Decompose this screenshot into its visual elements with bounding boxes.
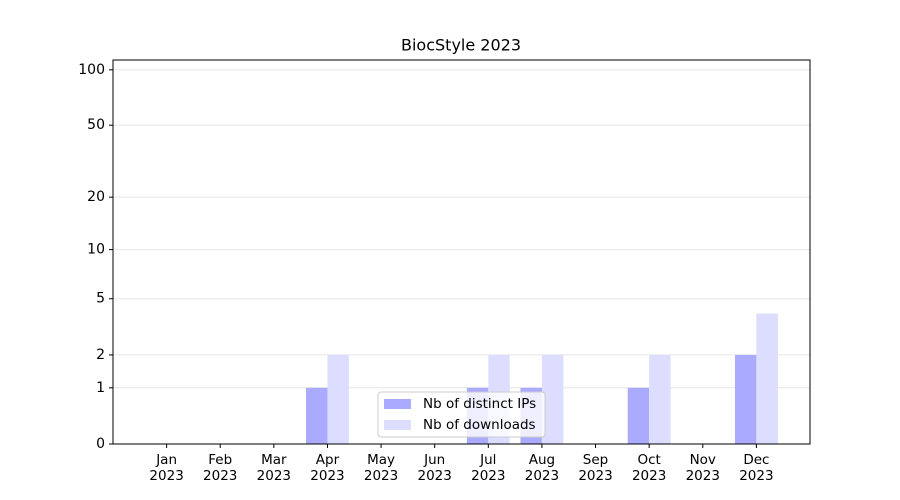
y-tick-label: 50 [87,117,105,133]
y-tick-label: 1 [96,380,105,396]
x-tick-label: Dec 2023 [739,452,774,484]
y-tick-label: 2 [96,347,105,363]
chart-title: BiocStyle 2023 [401,36,521,55]
legend-label: Nb of downloads [423,417,536,433]
legend-label: Nb of distinct IPs [423,396,536,412]
x-tick-label: Sep 2023 [578,452,613,484]
y-tick-label: 5 [96,291,105,307]
bar [649,354,671,444]
x-tick-label: Jun 2023 [417,452,452,484]
legend-swatch [384,420,411,430]
bar [327,354,349,444]
y-tick-label: 100 [78,62,105,78]
y-tick-label: 10 [87,242,105,258]
x-tick-label: Jan 2023 [149,452,184,484]
x-tick-label: Oct 2023 [631,452,667,484]
x-tick-label: Mar 2023 [256,452,292,484]
legend: Nb of distinct IPs Nb of downloads [377,391,546,438]
x-tick-label: Apr 2023 [310,452,345,484]
plot-frame [112,59,811,445]
x-tick-label: Feb 2023 [203,452,238,484]
legend-box [377,391,546,438]
bar [734,354,757,444]
bar [541,354,564,444]
y-tick-label: 0 [96,436,105,452]
x-tick-label: May 2023 [363,452,399,484]
bar [306,387,328,444]
x-tick-label: Aug 2023 [524,452,560,484]
bar [627,387,650,444]
x-tick-label: Jul 2023 [471,452,506,484]
legend-swatch [384,399,411,409]
x-tick-label: Nov 2023 [685,452,720,484]
bar [756,313,778,444]
y-tick-label: 20 [87,189,105,205]
